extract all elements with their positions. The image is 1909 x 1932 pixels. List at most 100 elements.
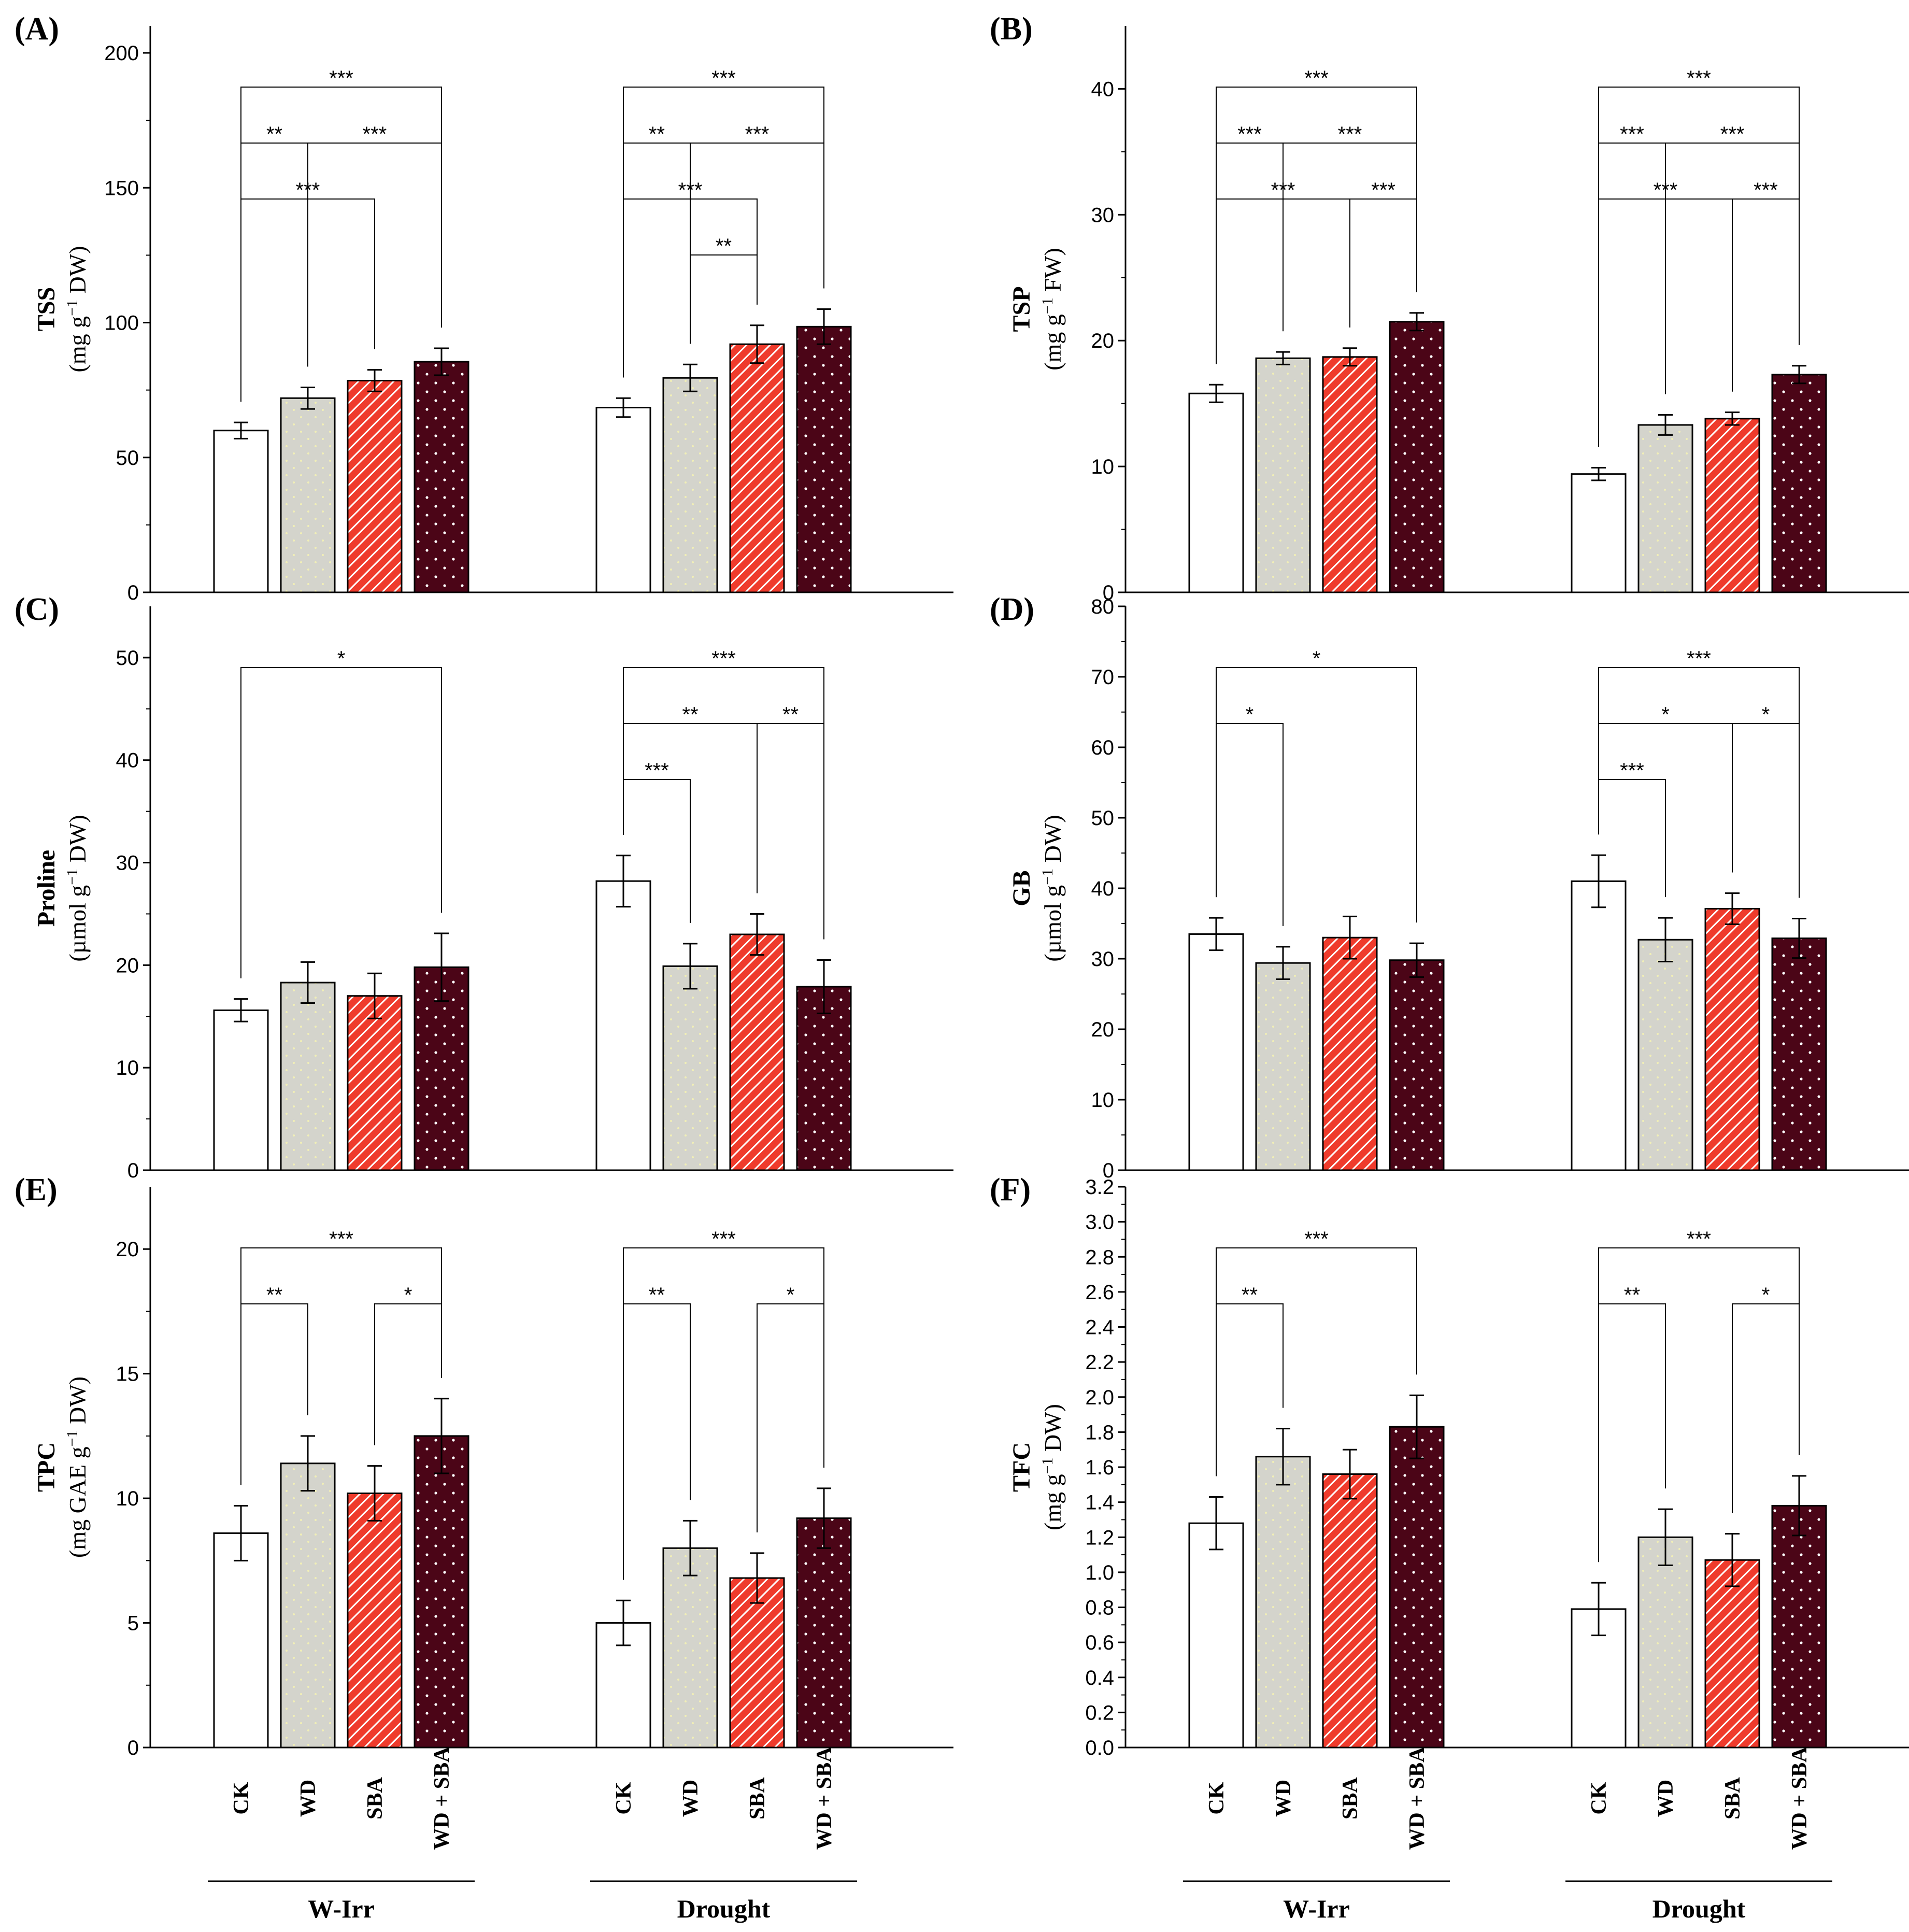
category-label: WD + SBA (1405, 1746, 1429, 1850)
significance-stars: ** (649, 123, 665, 146)
y-tick-label: 2.0 (1085, 1386, 1114, 1409)
significance-bracket (1216, 143, 1284, 364)
y-tick-label: 50 (116, 647, 139, 670)
category-label: WD + SBA (1788, 1746, 1812, 1850)
y-tick-label: 5 (127, 1612, 139, 1635)
significance-stars: *** (1720, 123, 1745, 146)
y-axis-label: TFC (1008, 1442, 1035, 1492)
y-axis-unit: (mg g−1 FW) (1039, 248, 1066, 370)
y-tick-label: 20 (1091, 330, 1115, 352)
bar-sba-w-irr (347, 995, 403, 1171)
bar-ck-w-irr (213, 1532, 269, 1749)
significance-bracket (623, 1303, 691, 1580)
bar-wd-w-irr (280, 1462, 336, 1749)
bar-wd-drought (662, 377, 718, 593)
category-label: WD (679, 1780, 703, 1817)
y-tick-label: 1.2 (1085, 1526, 1114, 1549)
bar-ck-drought (1571, 880, 1627, 1171)
bar-ck-w-irr (1188, 392, 1244, 593)
significance-stars: *** (645, 759, 669, 782)
category-label: WD + SBA (430, 1746, 454, 1850)
bar-wd-sba-w-irr (1389, 1426, 1445, 1749)
significance-stars: *** (363, 123, 387, 146)
y-tick-label: 0 (1103, 581, 1114, 604)
y-tick-label: 0.0 (1085, 1737, 1114, 1759)
y-tick-label: 0.2 (1085, 1701, 1114, 1724)
bar-wd-sba-drought (796, 1517, 852, 1749)
significance-stars: *** (1687, 647, 1711, 670)
y-axis-label: TPC (33, 1442, 60, 1492)
category-label: SBA (1721, 1777, 1745, 1819)
bar-sba-drought (729, 933, 785, 1171)
significance-stars: *** (329, 1228, 353, 1251)
y-tick-label: 20 (116, 954, 139, 977)
bar-wd-w-irr (280, 397, 336, 593)
significance-stars: *** (711, 647, 736, 670)
bar-wd-drought (1637, 939, 1693, 1171)
significance-bracket (1216, 723, 1284, 926)
significance-bracket (1732, 723, 1800, 898)
group-label: W-Irr (308, 1894, 375, 1923)
panel-label: (D) (990, 592, 1034, 627)
bar-wd-drought (662, 1547, 718, 1749)
y-axis-unit: (µmol g−1 DW) (1039, 815, 1066, 961)
bar-wd-sba-w-irr (414, 361, 469, 593)
panel-label: (B) (990, 11, 1033, 47)
significance-stars: *** (1237, 123, 1262, 146)
y-tick-label: 30 (1091, 204, 1115, 226)
significance-stars: *** (1687, 1228, 1711, 1251)
y-tick-label: 40 (1091, 78, 1115, 101)
category-label: CK (1205, 1782, 1229, 1814)
significance-bracket (623, 779, 691, 923)
bar-wd-w-irr (280, 982, 336, 1171)
panel-label: (F) (990, 1172, 1031, 1208)
significance-bracket (1732, 198, 1800, 392)
group-label: Drought (1652, 1894, 1746, 1923)
y-tick-label: 30 (1091, 948, 1115, 971)
panel-f: 0.0 0.2 0.4 0.6 0.8 1.0 1.2 1.4 1.6 1.8 2.0 2.2 2.4 2… (990, 1172, 1909, 1923)
y-tick-label: 10 (1091, 1089, 1115, 1112)
significance-bracket (690, 254, 758, 344)
significance-bracket (1598, 1303, 1666, 1562)
y-tick-label: 200 (104, 42, 139, 65)
bar-sba-w-irr (1322, 356, 1378, 593)
significance-bracket (240, 1303, 308, 1485)
bar-wd-sba-drought (796, 325, 852, 593)
significance-bracket (757, 1303, 824, 1532)
significance-bracket (1598, 779, 1666, 898)
bar-wd-sba-drought (796, 986, 852, 1171)
y-tick-label: 1.8 (1085, 1421, 1114, 1444)
significance-stars: *** (1620, 759, 1644, 782)
y-axis-label: GB (1008, 870, 1035, 906)
category-label: WD (296, 1780, 320, 1817)
bar-wd-drought (1637, 1536, 1693, 1749)
group-label: Drought (677, 1894, 771, 1923)
y-tick-label: 10 (116, 1057, 139, 1079)
bar-wd-sba-drought (1771, 374, 1827, 593)
significance-stars: * (404, 1284, 412, 1306)
y-tick-label: 0.6 (1085, 1631, 1114, 1654)
y-tick-label: 30 (116, 852, 139, 875)
bar-ck-drought (595, 880, 651, 1171)
y-axis-label: Proline (33, 850, 60, 927)
bar-wd-sba-w-irr (1389, 321, 1445, 593)
bar-ck-drought (595, 406, 651, 593)
y-tick-label: 15 (116, 1363, 139, 1386)
y-tick-label: 20 (116, 1238, 139, 1261)
y-axis-unit: (mg g−1 DW) (1039, 1404, 1066, 1530)
y-tick-label: 1.4 (1085, 1491, 1114, 1514)
bar-ck-w-irr (1188, 1522, 1244, 1749)
bar-ck-drought (1571, 473, 1627, 593)
significance-stars: ** (1624, 1284, 1640, 1306)
y-tick-label: 0 (1103, 1159, 1114, 1182)
bar-wd-w-irr (1255, 1456, 1311, 1749)
significance-stars: * (337, 647, 346, 670)
significance-stars: *** (1620, 123, 1644, 146)
category-label: WD + SBA (813, 1746, 836, 1850)
y-tick-label: 0 (127, 581, 139, 604)
y-tick-label: 2.8 (1085, 1246, 1114, 1269)
significance-stars: *** (329, 67, 353, 90)
category-label: CK (612, 1782, 636, 1814)
